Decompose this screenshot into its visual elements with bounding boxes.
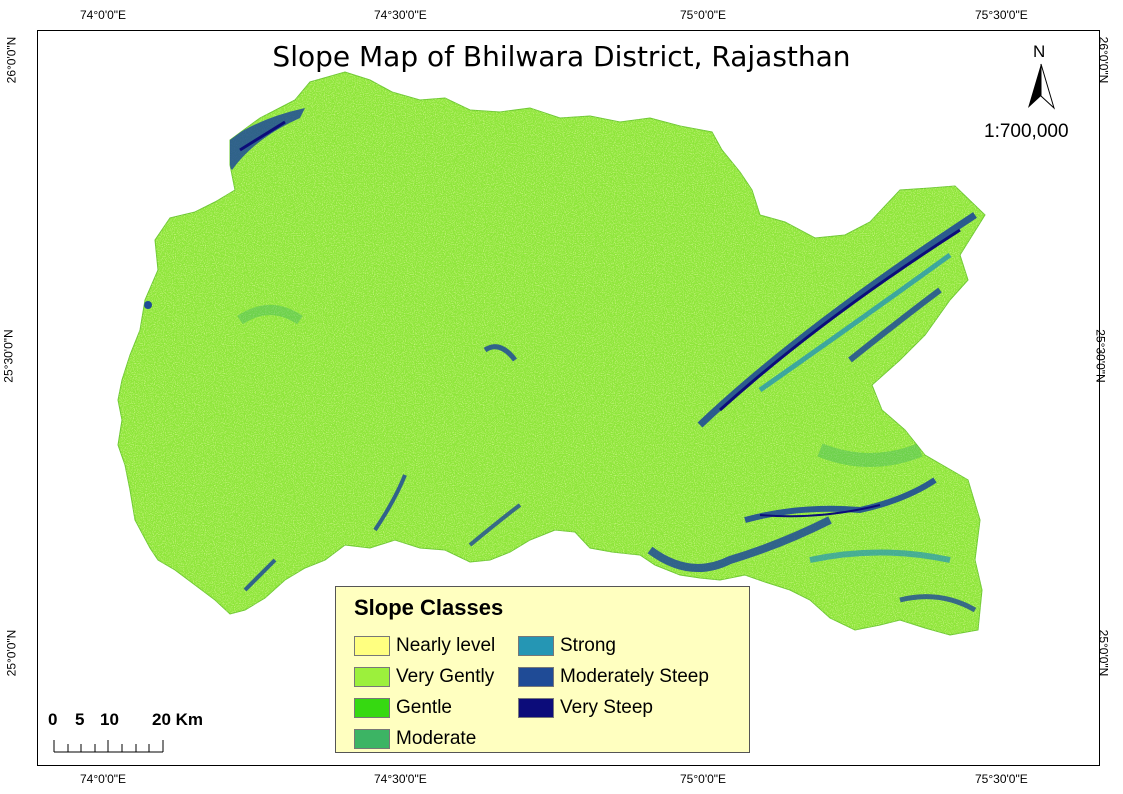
legend-label: Gentle xyxy=(396,697,452,718)
top-lon-label-1: 74°0'0"E xyxy=(80,8,127,22)
scale-label-5: 5 xyxy=(75,710,85,729)
legend-item-very-gently: Very Gently xyxy=(354,666,494,688)
legend-item-gentle: Gentle xyxy=(354,697,452,719)
top-lon-label-2: 74°30'0"E xyxy=(374,8,427,22)
bottom-lon-label-4: 75°30'0"E xyxy=(975,772,1028,786)
legend-title: Slope Classes xyxy=(354,595,504,620)
legend-label: Nearly level xyxy=(396,635,496,656)
legend-item-moderate: Moderate xyxy=(354,728,476,750)
legend-label: Strong xyxy=(560,635,616,656)
scale-bar xyxy=(53,740,164,753)
bottom-lon-label-1: 74°0'0"E xyxy=(80,772,127,786)
legend-swatch xyxy=(354,729,390,749)
legend-label: Moderately Steep xyxy=(560,666,709,687)
scale-label-0: 0 xyxy=(48,710,58,729)
north-arrow-icon xyxy=(1028,63,1055,110)
legend-swatch xyxy=(354,636,390,656)
scale-ratio: 1:700,000 xyxy=(984,121,1069,142)
legend-item-very-steep: Very Steep xyxy=(518,697,653,719)
bottom-lon-label-3: 75°0'0"E xyxy=(680,772,727,786)
legend-swatch xyxy=(518,636,554,656)
legend: Slope Classes Nearly level Very Gently G… xyxy=(335,586,750,753)
top-lon-label-4: 75°30'0"E xyxy=(975,8,1028,22)
legend-item-nearly-level: Nearly level xyxy=(354,635,495,657)
legend-swatch xyxy=(354,698,390,718)
legend-swatch xyxy=(354,667,390,687)
steep-slope-features xyxy=(144,108,977,613)
legend-swatch xyxy=(518,667,554,687)
scale-label-20: 20 Km xyxy=(152,710,204,729)
north-label: N xyxy=(1033,42,1046,61)
map-title: Slope Map of Bhilwara District, Rajastha… xyxy=(272,40,851,73)
legend-item-moderately-steep: Moderately Steep xyxy=(518,666,709,688)
legend-item-strong: Strong xyxy=(518,635,616,657)
legend-label: Very Gently xyxy=(396,666,495,687)
legend-label: Very Steep xyxy=(560,697,653,718)
top-lon-label-3: 75°0'0"E xyxy=(680,8,727,22)
legend-label: Moderate xyxy=(396,728,477,749)
legend-swatch xyxy=(518,698,554,718)
scale-label-10: 10 xyxy=(100,710,119,729)
bottom-lon-label-2: 74°30'0"E xyxy=(374,772,427,786)
